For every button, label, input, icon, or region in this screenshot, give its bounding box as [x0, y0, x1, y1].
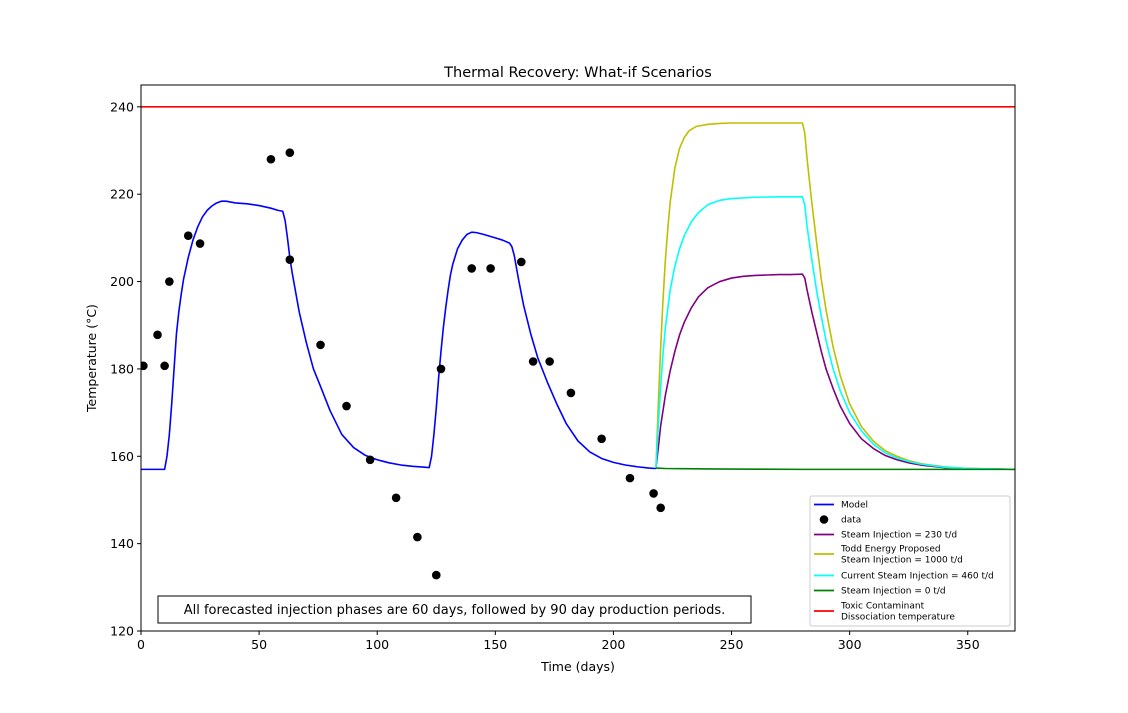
legend-label: Steam Injection = 0 t/d — [841, 587, 946, 597]
legend-label: Toxic Contaminant Dissociation temperatur… — [840, 602, 955, 623]
y-tick-label: 220 — [110, 187, 134, 202]
data-point — [391, 493, 401, 503]
x-tick-label: 250 — [720, 637, 744, 652]
data-point — [413, 532, 422, 542]
data-point — [141, 361, 148, 371]
data-point — [365, 455, 375, 465]
series-line-steam-injection-0-t-d — [655, 467, 1015, 471]
data-point — [625, 473, 635, 483]
y-tick-label: 140 — [110, 536, 134, 551]
x-tick-label: 0 — [137, 637, 145, 652]
data-point — [153, 330, 162, 340]
data-point — [467, 264, 477, 273]
x-tick-label: 50 — [251, 637, 267, 652]
legend-label: data — [841, 516, 861, 526]
y-tick-label: 120 — [110, 624, 134, 639]
axes-frame — [140, 84, 1016, 632]
x-tick-label: 150 — [483, 637, 507, 652]
legend-label: Model — [841, 501, 868, 511]
series-line-model — [141, 200, 656, 471]
annotation-box: All forecasted injection phases are 60 d… — [157, 595, 752, 624]
x-tick-label: 100 — [365, 637, 389, 652]
data-point — [183, 231, 193, 240]
y-tick-label: 200 — [110, 274, 134, 289]
data-point — [160, 361, 169, 371]
data-point — [285, 255, 295, 265]
data-point — [528, 357, 538, 366]
plot-area — [141, 106, 1015, 580]
data-point — [285, 148, 295, 158]
x-tick-label: 200 — [602, 637, 626, 652]
legend-label: Todd Energy Proposed Steam Injection = 10… — [840, 545, 963, 566]
series-line-current-steam-injection-460-t-d — [655, 196, 1015, 471]
legend-frame — [809, 495, 1011, 627]
data-point — [431, 570, 441, 580]
legend-label: Steam Injection = 230 t/d — [841, 531, 957, 541]
data-point — [656, 503, 665, 513]
axis-ticks: 0 50 100 150 200 250 300 350 120 140 160 180 200 220 2… — [110, 99, 980, 652]
data-point — [436, 364, 446, 374]
x-tick-label: 300 — [838, 637, 862, 652]
series-line-steam-injection-230-t-d — [655, 273, 1015, 471]
data-point — [342, 401, 351, 411]
chart-title: Thermal Recovery: What-if Scenarios — [443, 65, 712, 81]
x-axis-label: Time (days) — [540, 659, 615, 674]
data-point — [649, 489, 658, 498]
data-point — [566, 388, 576, 398]
legend-label: Current Steam Injection = 460 t/d — [841, 572, 994, 582]
y-tick-label: 160 — [110, 449, 134, 464]
data-point — [316, 340, 325, 350]
series-line-todd-energy-proposed-steam-injection-1000-t-d — [655, 122, 1015, 471]
data-point — [545, 357, 554, 366]
y-axis-label: Temperature (°C) — [84, 304, 99, 413]
data-point — [597, 434, 606, 444]
y-tick-label: 240 — [110, 99, 134, 114]
data-point — [266, 154, 276, 164]
data-point — [517, 257, 526, 267]
annotation-text: All forecasted injection phases are 60 d… — [184, 603, 726, 618]
legend-marker — [819, 515, 829, 524]
data-point — [165, 277, 174, 286]
x-tick-label: 350 — [956, 637, 980, 652]
data-point — [486, 264, 495, 273]
data-point — [195, 239, 205, 248]
y-tick-label: 180 — [110, 361, 134, 376]
legend: Model data Steam Injection = 230 t/d Todd E… — [809, 495, 1011, 627]
annotation-frame — [157, 595, 752, 624]
